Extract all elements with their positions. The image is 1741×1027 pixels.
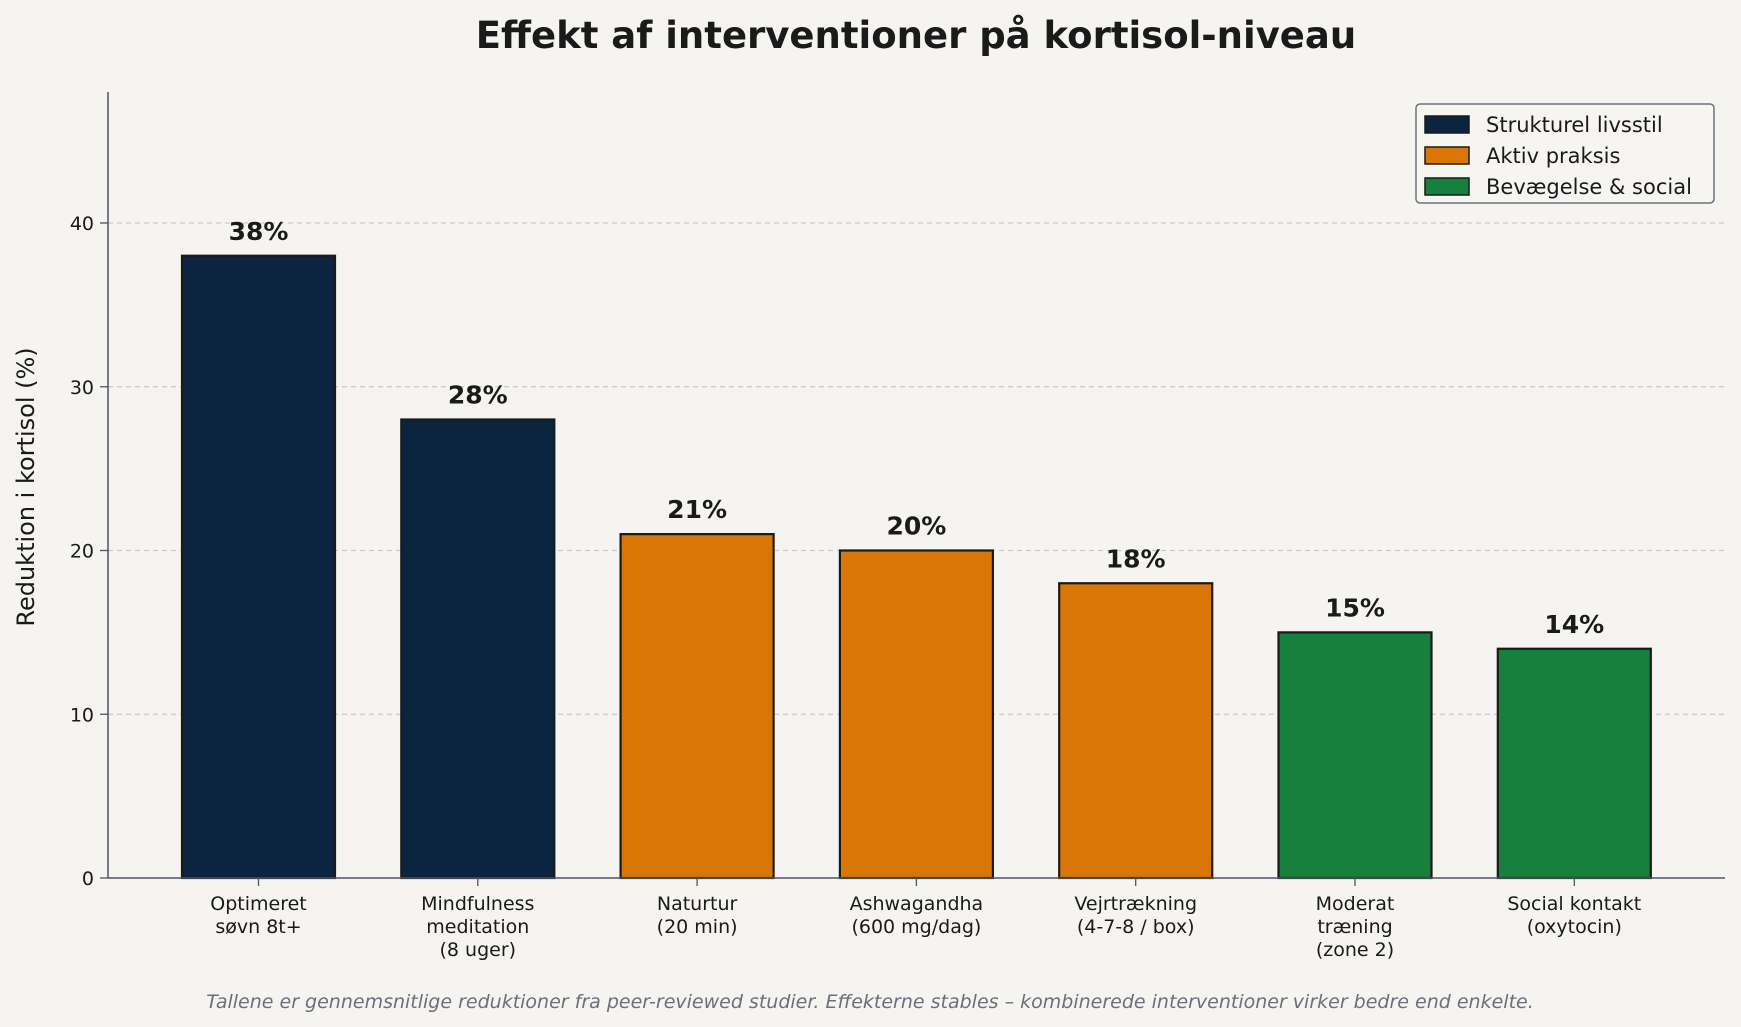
bar-value-label: 21% (667, 495, 727, 524)
chart-title: Effekt af interventioner på kortisol-niv… (476, 14, 1356, 57)
y-tick-label: 0 (82, 868, 94, 890)
bar-value-label: 15% (1325, 593, 1385, 622)
y-axis-label: Reduktion i kortisol (%) (12, 347, 40, 626)
bar-value-label: 14% (1544, 610, 1604, 639)
x-tick-label: (8 uger) (440, 939, 517, 961)
bar (1496, 647, 1652, 880)
bars (180, 254, 1652, 880)
x-tick-label: (zone 2) (1316, 939, 1394, 961)
legend-box (1415, 103, 1715, 204)
x-tick-label: meditation (426, 916, 529, 938)
x-tick-label: Ashwagandha (850, 893, 984, 915)
bar (1277, 631, 1433, 880)
bar-value-label: 38% (229, 217, 289, 246)
y-tick-label: 20 (70, 541, 94, 563)
bar (838, 549, 995, 880)
x-tick-label: Moderat (1316, 893, 1395, 915)
x-tick-label: Vejrtrækning (1074, 893, 1197, 915)
axes (100, 92, 1725, 886)
legend-swatch (1424, 146, 1470, 165)
x-tick-label: Naturtur (657, 893, 738, 915)
legend-swatch (1424, 177, 1470, 196)
x-tick-label: Optimeret (210, 893, 306, 915)
legend-entry-label: Strukturel livsstil (1486, 113, 1663, 137)
y-tick-label: 40 (70, 213, 94, 235)
x-tick-label: Mindfulness (421, 893, 534, 915)
x-tick-label: (oxytocin) (1527, 916, 1622, 938)
bar-value-label: 18% (1106, 544, 1166, 573)
x-tick-label: søvn 8t+ (215, 916, 301, 938)
footnote: Tallene er gennemsnitlige reduktioner fr… (206, 991, 1534, 1013)
bar (619, 533, 775, 880)
bar (400, 418, 556, 880)
x-tick-label: (600 mg/dag) (851, 916, 981, 938)
legend: Strukturel livsstil Aktiv praksis Bevægels… (1415, 103, 1715, 204)
x-tick-label: (4-7-8 / box) (1077, 916, 1195, 938)
y-tick-label: 30 (70, 377, 94, 399)
x-tick-label: Social kontakt (1507, 893, 1641, 915)
bar (180, 254, 337, 880)
legend-entry-label: Bevægelse & social (1486, 175, 1692, 199)
bar (1058, 582, 1214, 880)
legend-entry-label: Aktiv praksis (1486, 144, 1620, 168)
x-tick-label: (20 min) (657, 916, 738, 938)
legend-swatch (1424, 115, 1470, 134)
bar-value-label: 28% (448, 381, 508, 410)
x-tick-label: træning (1317, 916, 1392, 938)
y-tick-label: 10 (70, 704, 94, 726)
bar-value-label: 20% (886, 512, 946, 541)
